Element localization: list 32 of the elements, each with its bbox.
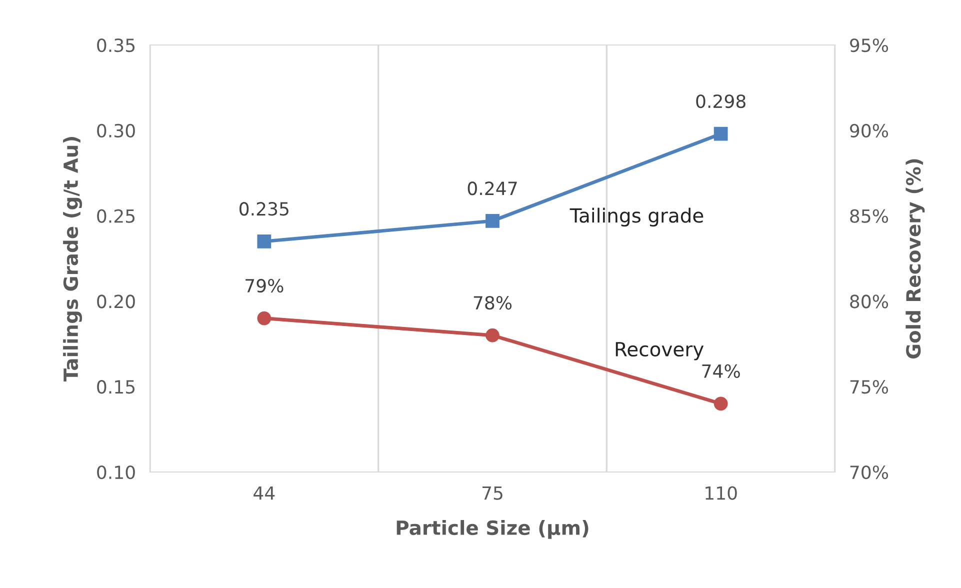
y2-tick-label: 90% [850, 124, 888, 138]
series-label: Tailings grade [570, 208, 704, 227]
data-label: 0.235 [240, 202, 288, 216]
x-tick-label: 44 [254, 486, 275, 500]
y2-tick-label: 85% [850, 209, 888, 223]
data-label: 79% [246, 278, 284, 293]
y2-tick-label: 95% [850, 38, 888, 52]
y-axis-title: Tailings Grade (g/t Au) [63, 137, 82, 382]
data-label: 78% [474, 296, 512, 310]
point [257, 311, 272, 326]
y-tick-label: 0.10 [97, 465, 135, 480]
point [486, 328, 500, 342]
point [714, 396, 728, 411]
y-tick-label: 0.35 [97, 38, 135, 52]
y-tick-label: 0.20 [97, 294, 135, 308]
y2-tick-label: 75% [850, 380, 888, 394]
point [486, 214, 500, 228]
data-label: 0.247 [468, 182, 517, 196]
y-tick-label: 0.30 [97, 124, 135, 138]
x-axis-title: Particle Size (µm) [396, 520, 588, 539]
y2-tick-label: 70% [850, 465, 888, 480]
x-tick-label: 110 [706, 486, 737, 500]
x-tick-label: 75 [482, 486, 502, 500]
y2-tick-label: 80% [850, 294, 888, 308]
y-tick-label: 0.15 [97, 380, 135, 394]
point [257, 234, 272, 248]
y-tick-label: 0.25 [97, 209, 135, 223]
series-label: Recovery [616, 342, 704, 360]
y2-axis-title: Gold Recovery (%) [906, 159, 925, 358]
data-label: 74% [702, 364, 740, 378]
point [714, 126, 728, 141]
data-label: 0.298 [696, 94, 746, 108]
